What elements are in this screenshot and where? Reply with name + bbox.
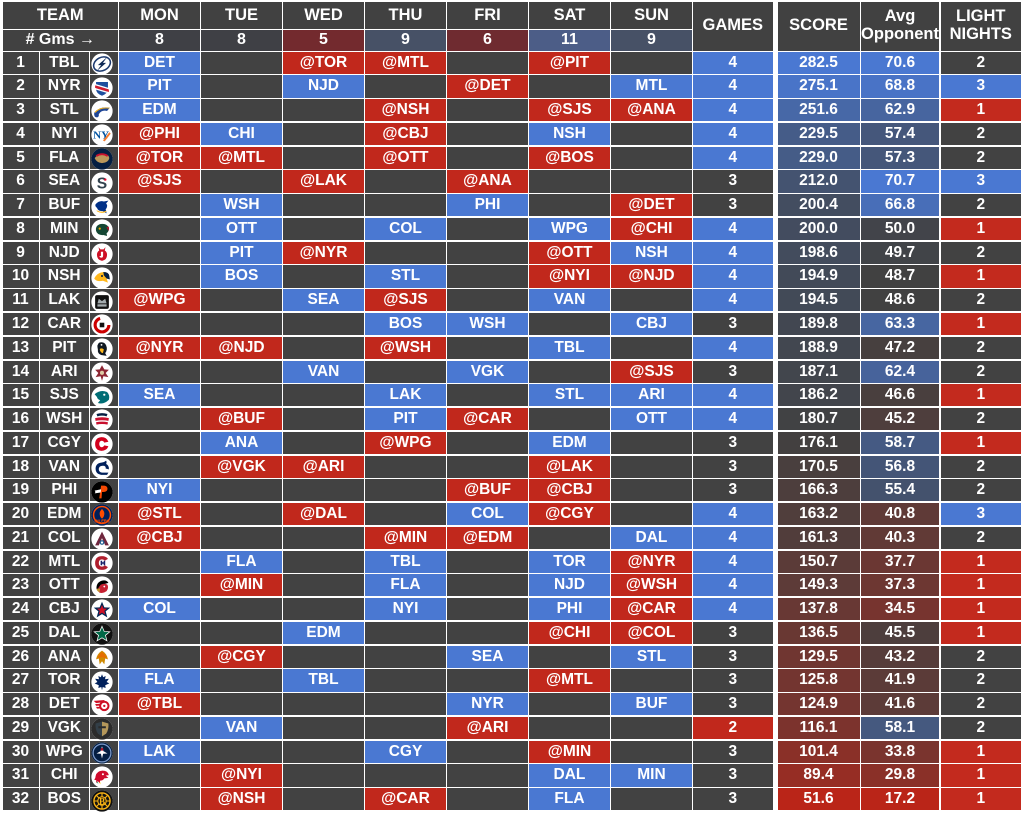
svg-text:B: B <box>99 796 105 806</box>
svg-text:OILERS: OILERS <box>94 519 110 524</box>
svg-text:S: S <box>97 175 107 192</box>
